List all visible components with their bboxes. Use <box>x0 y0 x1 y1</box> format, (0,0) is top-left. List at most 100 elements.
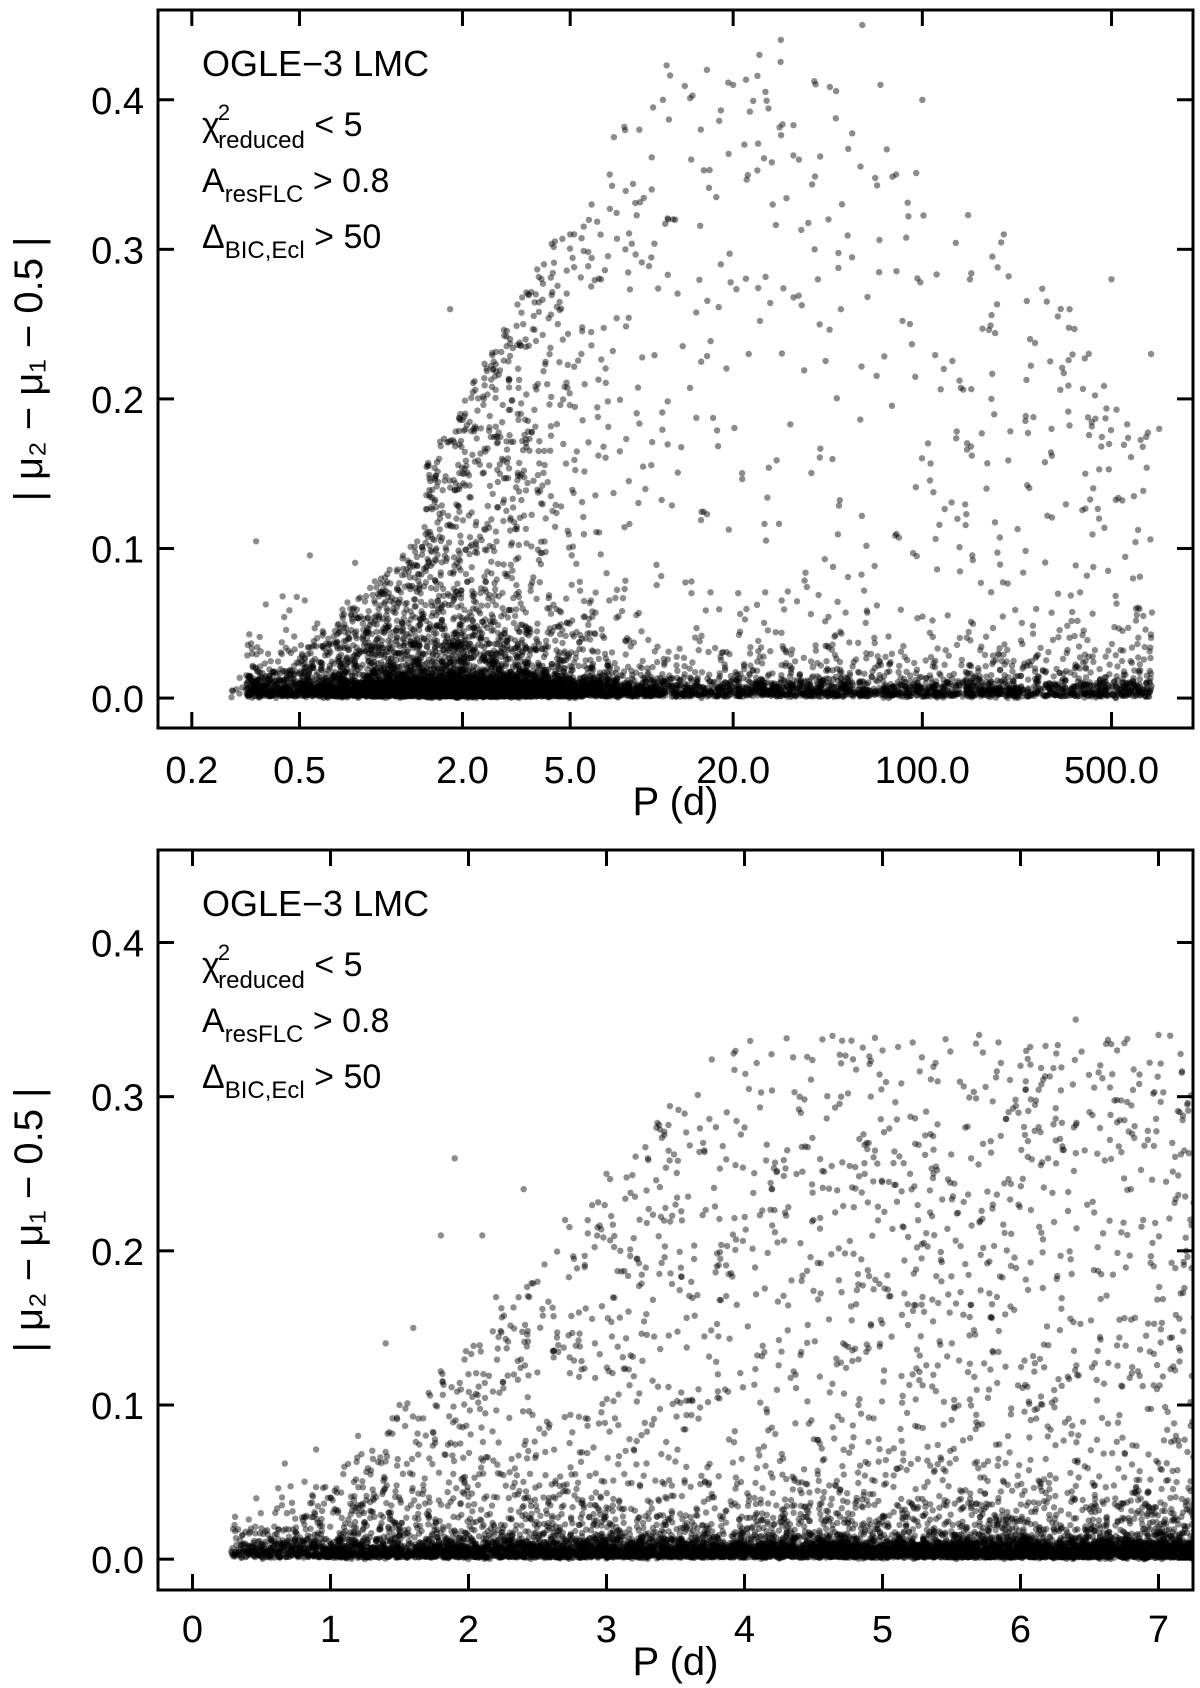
data-point <box>528 543 535 550</box>
data-point <box>410 641 417 648</box>
data-point <box>765 464 772 471</box>
data-point <box>855 639 862 646</box>
data-point <box>1103 405 1110 412</box>
data-point <box>379 684 387 691</box>
data-point <box>1113 406 1120 413</box>
data-point <box>779 121 786 128</box>
data-point <box>765 105 772 112</box>
data-point <box>486 692 493 699</box>
data-point <box>1074 692 1081 699</box>
data-point <box>762 273 769 280</box>
data-point <box>434 597 442 604</box>
data-point <box>1147 634 1155 641</box>
data-point <box>994 677 1001 684</box>
data-point <box>441 683 449 690</box>
data-point <box>469 605 477 612</box>
data-point <box>356 683 364 691</box>
data-point <box>1127 687 1135 694</box>
data-point <box>550 259 558 266</box>
data-point <box>703 352 711 360</box>
data-point <box>500 326 508 334</box>
data-point <box>471 676 478 683</box>
data-point <box>822 357 829 365</box>
data-point <box>764 494 771 501</box>
data-point <box>467 688 475 695</box>
data-point <box>875 269 883 276</box>
data-point <box>544 381 551 388</box>
data-point <box>1062 501 1070 508</box>
data-point <box>531 676 539 684</box>
data-point <box>499 589 506 597</box>
data-point <box>978 430 985 437</box>
data-point <box>486 660 494 668</box>
data-point <box>452 690 460 697</box>
data-point <box>503 343 510 350</box>
data-point <box>607 682 614 689</box>
data-point <box>515 384 522 392</box>
data-point <box>1136 681 1143 688</box>
data-point <box>686 384 694 391</box>
data-point <box>697 126 704 133</box>
data-point <box>738 690 745 697</box>
data-point <box>990 686 998 693</box>
data-point <box>507 561 515 568</box>
data-point <box>778 350 786 357</box>
data-point <box>698 358 705 365</box>
data-point <box>588 283 595 290</box>
data-point <box>435 692 442 700</box>
data-point <box>531 677 538 685</box>
data-point <box>571 456 578 464</box>
data-point <box>817 445 824 452</box>
data-point <box>1096 466 1103 473</box>
data-point <box>371 578 379 585</box>
data-point <box>733 286 740 293</box>
data-point <box>871 562 878 570</box>
data-point <box>267 658 274 665</box>
data-point <box>392 689 399 697</box>
data-point <box>509 567 516 574</box>
data-point <box>888 650 896 657</box>
data-point <box>645 636 652 644</box>
data-point <box>432 684 439 691</box>
data-point <box>912 669 920 677</box>
data-point <box>436 687 443 695</box>
data-point <box>1135 654 1142 661</box>
data-point <box>1130 493 1138 500</box>
data-point <box>489 490 496 498</box>
data-point <box>504 634 511 641</box>
data-point <box>530 312 537 320</box>
data-point <box>595 655 602 662</box>
data-point <box>468 691 475 698</box>
data-point <box>351 652 358 659</box>
data-point <box>802 693 810 700</box>
data-point <box>595 452 602 459</box>
data-point <box>533 595 540 603</box>
data-point <box>815 591 822 599</box>
data-point <box>545 683 552 690</box>
data-point <box>633 410 640 417</box>
data-point <box>344 599 351 606</box>
data-point <box>796 682 804 689</box>
data-point <box>932 678 940 685</box>
data-point <box>503 459 511 466</box>
data-point <box>280 677 287 684</box>
data-point <box>697 516 705 524</box>
data-point <box>1122 553 1129 560</box>
data-point <box>533 628 541 635</box>
data-point <box>802 569 809 576</box>
data-point <box>518 309 525 316</box>
data-point <box>613 235 621 242</box>
data-point <box>564 330 572 338</box>
data-point <box>927 675 934 682</box>
data-point <box>673 662 680 669</box>
data-point <box>519 690 527 698</box>
data-point <box>899 317 906 325</box>
data-point <box>743 605 750 613</box>
data-point <box>644 689 651 696</box>
data-point <box>857 163 864 170</box>
data-point <box>912 484 919 491</box>
data-point <box>473 678 481 685</box>
data-point <box>521 678 529 685</box>
data-point <box>738 470 746 477</box>
